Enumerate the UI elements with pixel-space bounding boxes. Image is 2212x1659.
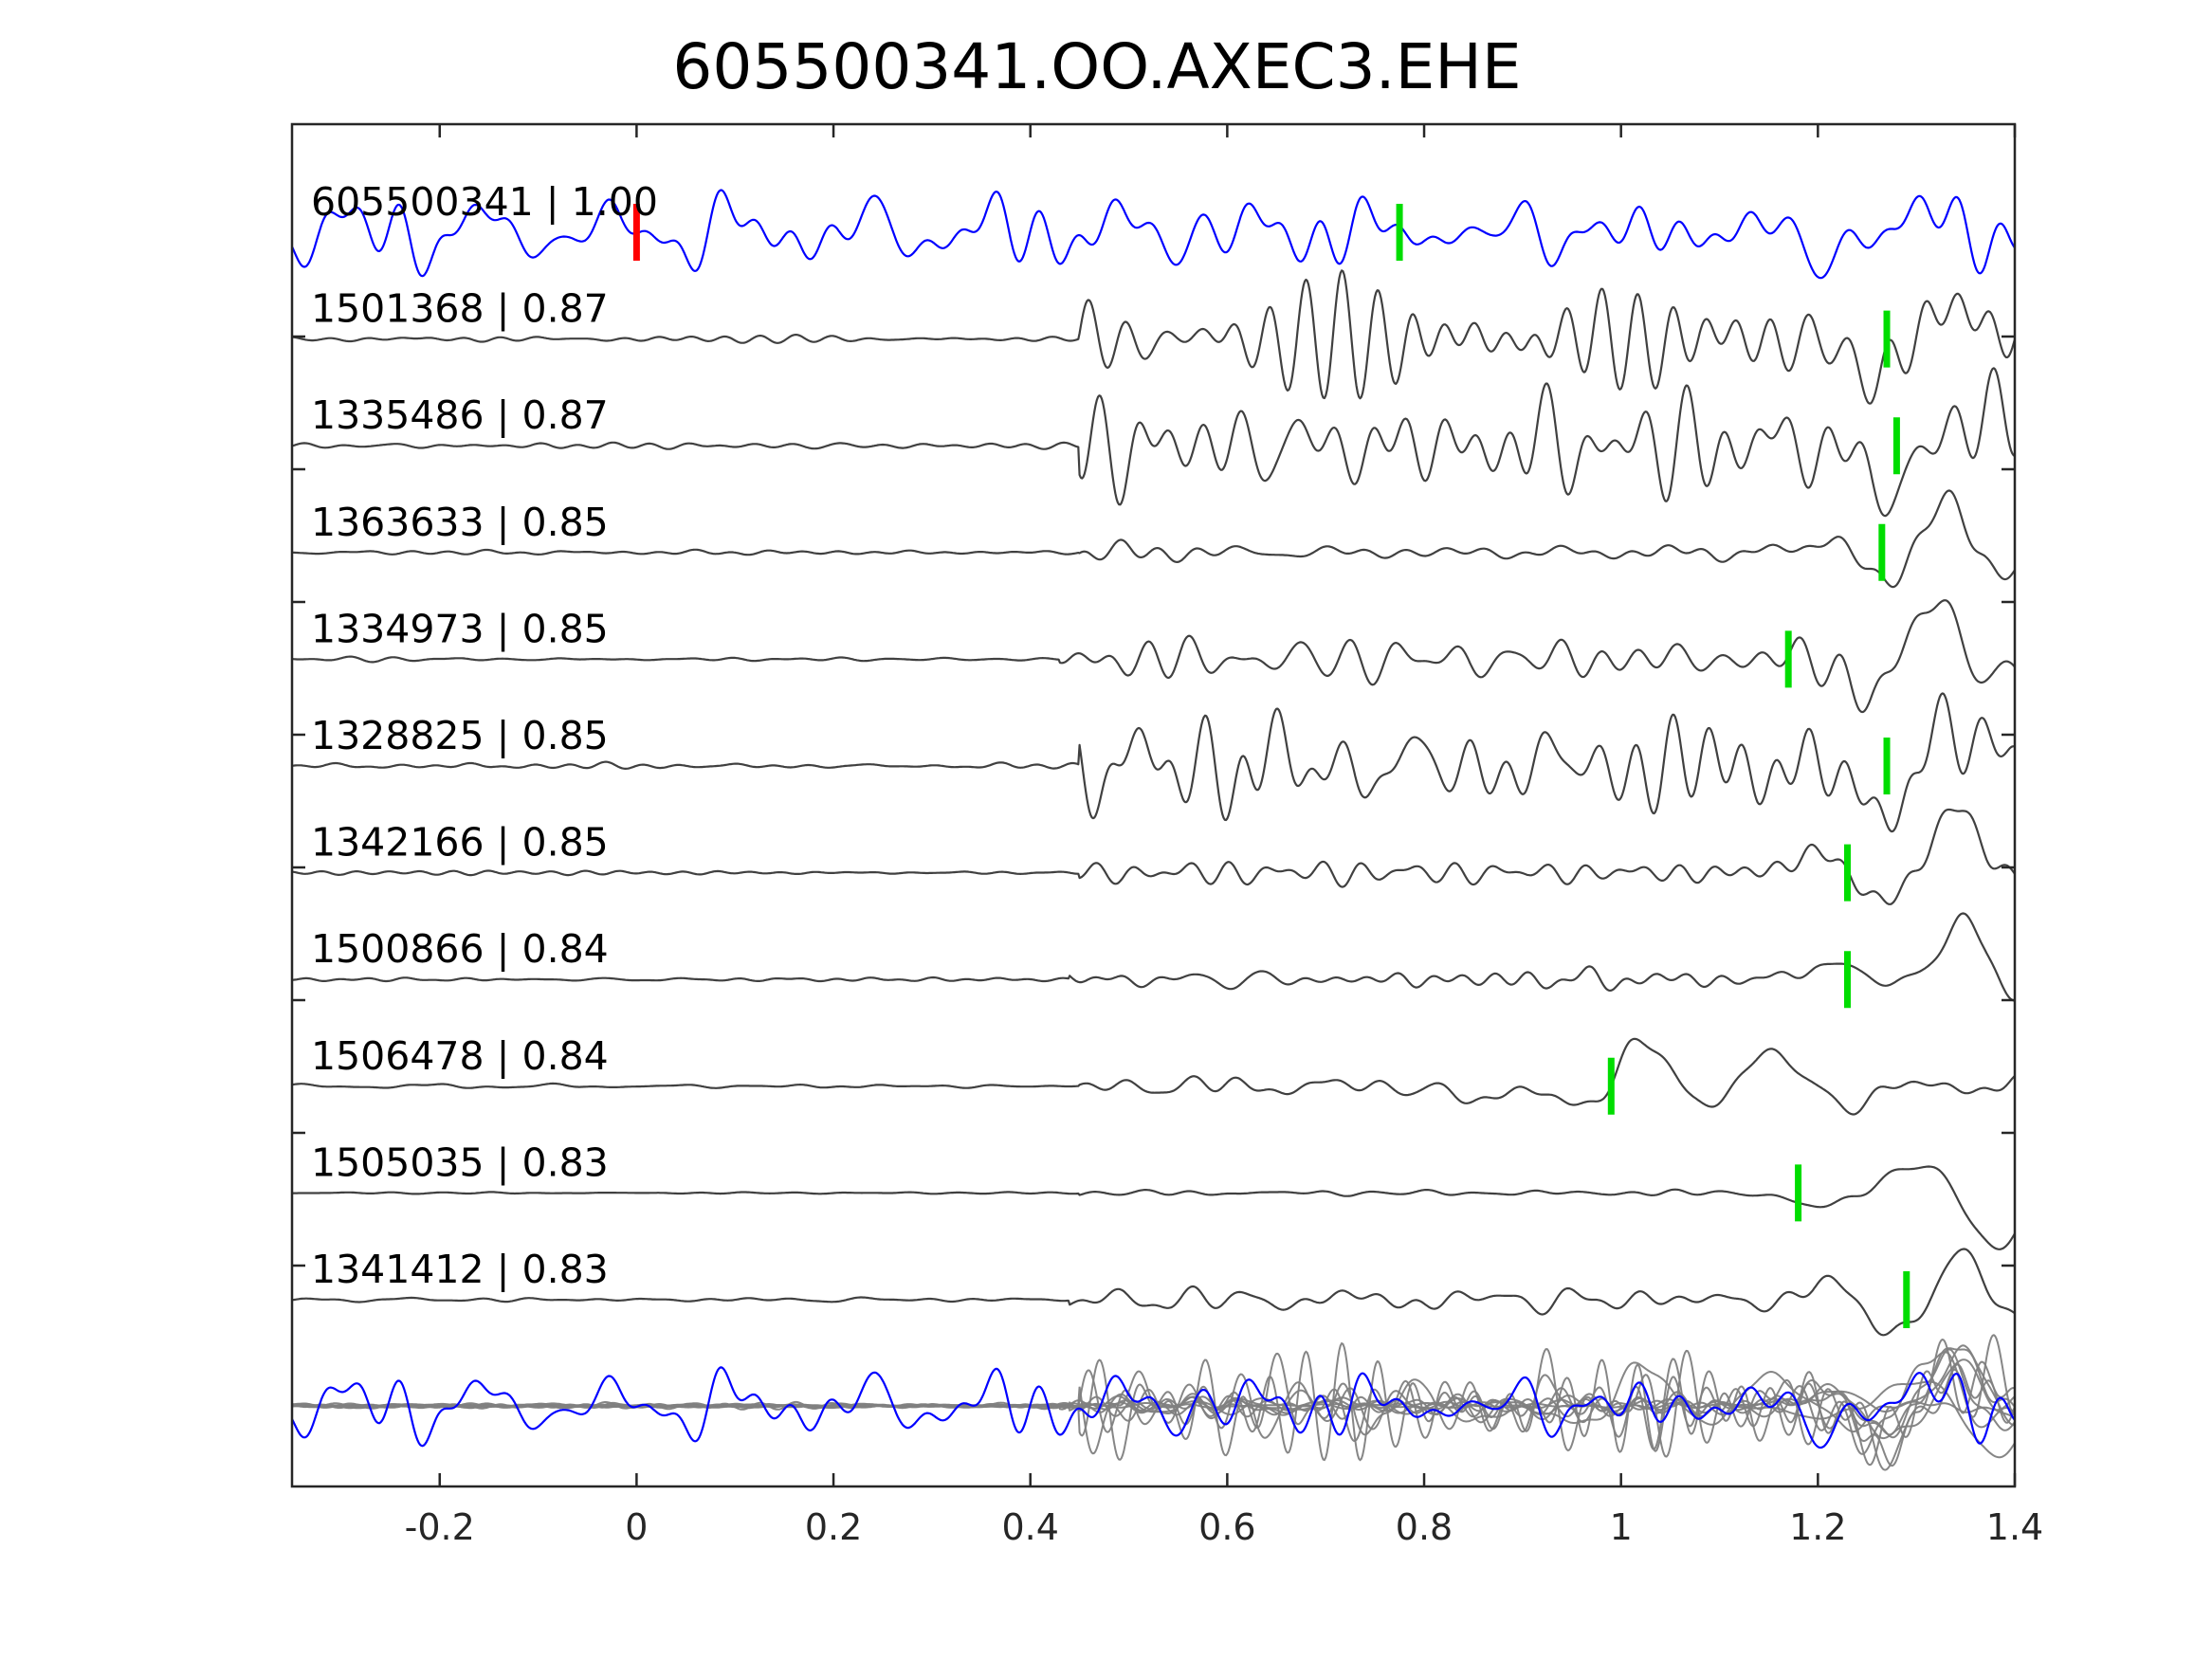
trace-4-line [291, 599, 2016, 714]
trace-labels: 605500341 | 1.00 1501368 | 0.87 1335486 | … [311, 179, 658, 1292]
x-tick-label-6: 1 [1610, 1506, 1633, 1548]
trace-0-line [291, 189, 2016, 280]
x-tick-label-4: 0.6 [1198, 1506, 1255, 1548]
trace-9-label: 1505035 | 0.83 [311, 1139, 609, 1185]
x-tick-label-2: 0.2 [805, 1506, 862, 1548]
trace-3-line [291, 489, 2016, 589]
x-tick-label-0: -0.2 [405, 1506, 475, 1548]
chart-title: 605500341.OO.AXEC3.EHE [672, 30, 1521, 103]
x-tick-label-8: 1.4 [1986, 1506, 2043, 1548]
trace-1-label: 1501368 | 0.87 [311, 286, 609, 332]
trace-2-line [291, 367, 2016, 518]
trace-8-line [291, 1037, 2016, 1116]
trace-3-label: 1363633 | 0.85 [311, 500, 609, 545]
stack-template-trace [291, 1366, 2016, 1449]
x-tick-label-1: 0 [625, 1506, 648, 1548]
trace-7-label: 1500866 | 0.84 [311, 926, 609, 972]
stacked-overlay [291, 1334, 2016, 1471]
trace-10-label: 1341412 | 0.83 [311, 1247, 609, 1292]
trace-10-line [291, 1248, 2016, 1337]
trace-6-line [291, 808, 2016, 905]
trace-1-line [291, 269, 2017, 405]
trace-9-line [292, 1165, 2016, 1250]
trace-7-line [292, 912, 2016, 1002]
trace-0-label: 605500341 | 1.00 [311, 179, 658, 225]
x-tick-label-5: 0.8 [1396, 1506, 1453, 1548]
x-tick-label-3: 0.4 [1001, 1506, 1058, 1548]
axis-ticks: -0.2 0 0.2 0.4 0.6 0.8 1 1.2 1.4 [292, 124, 2043, 1548]
plot-frame [290, 122, 2017, 1488]
traces-layer [291, 189, 2017, 1337]
trace-2-label: 1335486 | 0.87 [311, 392, 609, 438]
trace-4-label: 1334973 | 0.85 [311, 606, 609, 651]
stack-trace-10 [291, 1358, 2016, 1440]
markers-layer [632, 204, 1910, 1328]
x-tick-label-7: 1.2 [1789, 1506, 1846, 1548]
trace-5-label: 1328825 | 0.85 [311, 713, 609, 758]
trace-6-label: 1342166 | 0.85 [311, 820, 609, 866]
trace-5-line [291, 692, 2016, 833]
trace-8-label: 1506478 | 0.84 [311, 1033, 609, 1079]
